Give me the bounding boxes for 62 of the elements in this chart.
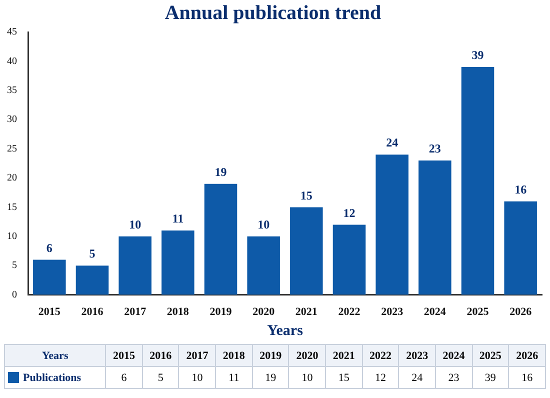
text: 19 — [252, 366, 289, 388]
y-tick-label: 45 — [7, 26, 17, 38]
text: 6 — [106, 366, 142, 388]
x-tick-label: 2026 — [510, 306, 532, 318]
x-tick-label: 2019 — [210, 306, 232, 318]
category-label: 2018 — [222, 350, 245, 362]
category-label: 2023 — [406, 350, 428, 362]
data-label: 12 — [343, 206, 356, 220]
x-tick-label: 2023 — [381, 306, 404, 318]
data-label: 39 — [472, 48, 484, 62]
x-tick-label: 2016 — [81, 306, 104, 318]
data-label: 11 — [172, 212, 184, 226]
data-label: 16 — [514, 182, 527, 196]
text: 12 — [362, 366, 399, 388]
category-label: 2019 — [260, 350, 282, 362]
x-tick-label: 2024 — [424, 306, 446, 318]
data-label: 5 — [89, 246, 96, 261]
text: 15 — [326, 366, 362, 388]
y-tick-label: 15 — [7, 202, 17, 213]
category-label: 2021 — [332, 350, 355, 362]
data-label: 6 — [46, 240, 52, 255]
text: 10 — [178, 366, 216, 388]
data-label: 10 — [129, 217, 142, 232]
y-tick-label: 0 — [12, 289, 17, 300]
text: 24 — [398, 366, 436, 388]
data-label: 10 — [258, 217, 270, 232]
y-tick-label: 30 — [7, 114, 17, 126]
y-tick-label: 35 — [7, 85, 17, 96]
x-tick-label: 2018 — [166, 306, 190, 318]
text: 39 — [472, 366, 509, 388]
category-label: 2024 — [442, 350, 465, 362]
text: 10 — [288, 366, 326, 388]
data-label: 23 — [428, 142, 441, 156]
category-label: 2025 — [479, 350, 502, 362]
y-tick-label: 40 — [7, 56, 17, 67]
x-axis-title: Years — [267, 322, 304, 339]
data-label: 15 — [300, 188, 312, 202]
category-label: 2016 — [150, 350, 172, 362]
category-label: 2017 — [186, 350, 208, 362]
y-tick-label: 10 — [7, 231, 17, 242]
x-tick-label: 2017 — [124, 306, 147, 318]
y-tick-label: 5 — [12, 260, 17, 272]
chart-title: Annual publication trend — [164, 2, 382, 24]
category-label: 2020 — [296, 350, 318, 362]
y-tick-label: 20 — [7, 172, 17, 184]
x-tick-label: 2022 — [338, 306, 361, 318]
x-tick-label: 2020 — [252, 306, 276, 318]
x-tick-label: 2015 — [38, 306, 61, 318]
text: 11 — [216, 366, 252, 388]
legend-label: Publications — [4, 366, 106, 388]
data-label: 24 — [386, 136, 398, 150]
category-label: 2015 — [113, 350, 135, 362]
x-tick-label: 2025 — [466, 306, 490, 318]
x-tick-label: 2021 — [295, 306, 318, 318]
text: 5 — [142, 366, 179, 388]
category-label: 2026 — [516, 350, 538, 362]
text: 23 — [435, 366, 472, 388]
y-tick-label: 25 — [7, 143, 17, 154]
data-label: 19 — [214, 164, 227, 179]
category-label: 2022 — [369, 350, 392, 362]
text: 16 — [508, 366, 546, 388]
text: Years — [42, 350, 68, 362]
